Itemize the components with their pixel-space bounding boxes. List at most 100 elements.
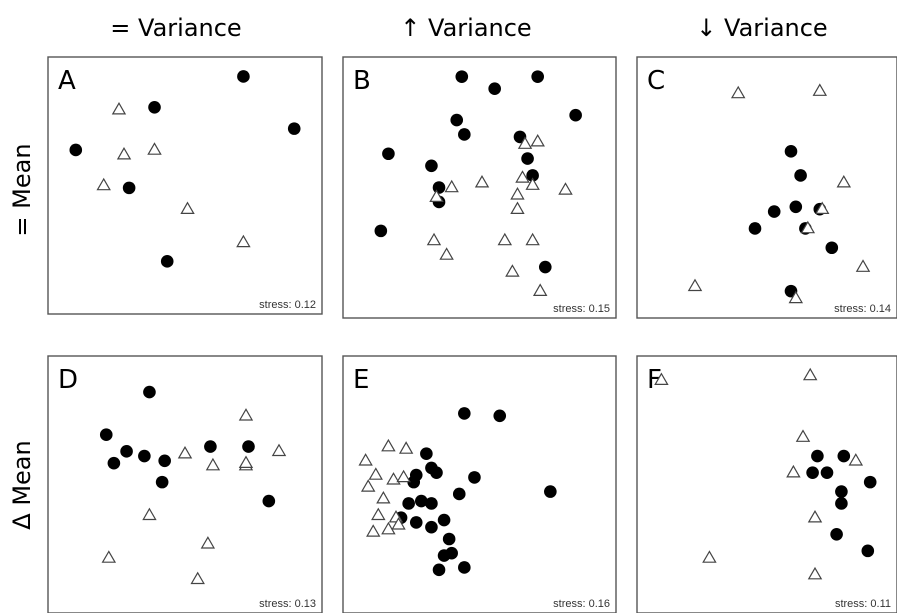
data-point-circle — [458, 561, 471, 574]
data-point-triangle — [376, 490, 391, 504]
data-point-triangle — [381, 521, 396, 535]
data-point-triangle — [532, 283, 548, 296]
data-point-circle — [861, 544, 875, 558]
data-point-circle — [445, 546, 458, 560]
data-point-circle — [450, 113, 464, 127]
data-point-triangle — [429, 189, 444, 202]
data-point-triangle — [116, 146, 132, 160]
data-point-circle — [442, 532, 456, 546]
data-point-triangle — [444, 179, 459, 193]
stress-label: stress: 0.15 — [553, 303, 610, 315]
data-point-circle — [120, 445, 133, 458]
data-point-circle — [432, 181, 446, 194]
data-point-triangle — [558, 182, 573, 195]
data-point-circle — [526, 169, 539, 182]
data-point-triangle — [807, 566, 823, 580]
data-point-circle — [148, 100, 161, 114]
data-point-circle — [160, 255, 174, 268]
data-point-circle — [138, 449, 151, 463]
data-point-circle — [458, 128, 471, 141]
panel-letter: A — [58, 66, 76, 96]
data-point-circle — [237, 70, 250, 83]
panel-letter: B — [353, 66, 371, 96]
data-point-triangle — [505, 264, 520, 277]
data-point-triangle — [497, 232, 513, 246]
column-header-equal-variance: = Variance — [110, 14, 241, 42]
stress-label: stress: 0.13 — [259, 598, 316, 610]
data-point-circle — [767, 205, 781, 218]
data-point-circle — [287, 122, 301, 135]
data-point-triangle — [786, 464, 801, 478]
data-point-triangle — [271, 443, 287, 457]
data-point-triangle — [398, 441, 414, 454]
data-point-triangle — [836, 175, 852, 188]
data-point-triangle — [142, 507, 157, 521]
panel-frame — [636, 355, 897, 613]
data-point-circle — [99, 428, 113, 442]
data-point-triangle — [525, 232, 540, 246]
data-point-triangle — [396, 469, 411, 483]
data-point-circle — [425, 520, 438, 534]
data-point-triangle — [147, 142, 162, 155]
panel-letter: C — [647, 66, 665, 96]
data-point-circle — [420, 447, 433, 460]
data-point-circle — [538, 260, 552, 274]
data-point-triangle — [101, 550, 117, 563]
data-point-triangle — [654, 372, 669, 385]
data-point-circle — [789, 200, 803, 214]
data-point-triangle — [510, 201, 525, 214]
data-point-triangle — [517, 136, 533, 149]
data-point-circle — [374, 224, 388, 238]
data-point-triangle — [391, 517, 406, 530]
data-point-circle — [425, 497, 438, 510]
data-point-circle — [488, 82, 501, 95]
data-point-circle — [107, 456, 121, 470]
data-point-triangle — [530, 134, 545, 147]
data-point-triangle — [702, 550, 717, 563]
data-point-circle — [830, 527, 843, 541]
row-header-delta-mean: Δ Mean — [8, 440, 36, 529]
panel-frame — [47, 355, 323, 613]
data-point-triangle — [439, 247, 454, 260]
panel-letter: E — [353, 365, 369, 395]
column-header-increased-variance: ↑ Variance — [400, 14, 531, 42]
data-point-triangle — [802, 367, 818, 381]
data-point-circle — [784, 145, 798, 158]
data-point-circle — [409, 516, 423, 529]
data-point-circle — [122, 181, 136, 195]
data-point-triangle — [190, 571, 205, 585]
column-header-decreased-variance: ↓ Variance — [696, 14, 827, 42]
data-point-circle — [415, 494, 428, 508]
data-point-circle — [242, 440, 255, 453]
data-point-circle — [521, 152, 534, 165]
data-point-triangle — [180, 201, 195, 214]
data-point-circle — [468, 471, 481, 484]
data-point-triangle — [515, 170, 530, 183]
data-point-triangle — [800, 220, 816, 234]
data-point-triangle — [510, 186, 525, 200]
data-point-circle — [69, 143, 83, 157]
data-point-triangle — [525, 177, 540, 190]
data-point-triangle — [358, 453, 373, 466]
data-point-triangle — [426, 232, 442, 246]
data-point-circle — [158, 454, 171, 468]
data-point-circle — [811, 449, 824, 463]
data-point-circle — [430, 466, 443, 479]
panel-frame — [47, 56, 323, 315]
data-point-triangle — [238, 408, 254, 421]
data-point-circle — [452, 487, 466, 501]
data-point-triangle — [795, 429, 811, 442]
data-point-triangle — [812, 83, 828, 96]
row-header-equal-mean: = Mean — [8, 143, 36, 236]
data-point-circle — [825, 241, 839, 255]
data-point-circle — [794, 169, 807, 182]
stress-label: stress: 0.11 — [835, 598, 891, 610]
data-point-triangle — [200, 536, 216, 549]
